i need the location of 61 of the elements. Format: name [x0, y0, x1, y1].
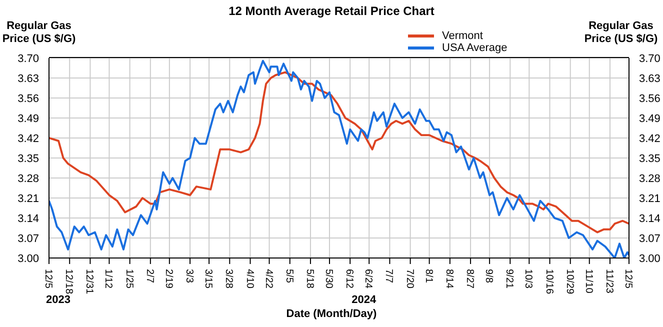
y-axis-title: Regular Gas Price (US $/G) — [1, 20, 77, 46]
legend-label: USA Average — [442, 42, 508, 54]
x-tick-label: 2/7 — [144, 269, 155, 284]
y2-tick-label: 3.14 — [639, 212, 660, 225]
x-tick-label: 3/3 — [184, 269, 195, 284]
x-tick-label: 6/24 — [362, 269, 374, 289]
y2-tick-label: 3.49 — [639, 112, 660, 125]
x-tick-label: 10/16 — [543, 269, 554, 294]
y-tick-label: 3.49 — [18, 112, 39, 125]
x-tick-label: 10/29 — [564, 269, 575, 294]
y2-tick-label: 3.35 — [639, 152, 660, 165]
text: 2024 — [352, 294, 376, 306]
y2-tick-label: 3.28 — [639, 172, 660, 185]
x-tick-label: 7/20 — [404, 269, 415, 289]
x-tick-label: 5/30 — [322, 269, 334, 289]
x-tick-label: 4/10 — [244, 269, 255, 289]
x-tick-label: 6/12 — [344, 269, 355, 289]
text: 2023 — [46, 294, 70, 306]
y2-tick-label: 3.63 — [639, 72, 660, 85]
y2-tick-label: 3.56 — [639, 92, 660, 105]
y2-tick-label: 3.21 — [639, 192, 660, 205]
x-tick-label: 8/27 — [464, 269, 476, 289]
y-tick-label: 3.56 — [18, 92, 39, 105]
chart-title: 12 Month Average Retail Price Chart — [228, 4, 436, 18]
y2-axis-title: Regular Gas Price (US $/G) — [583, 20, 659, 46]
y-tick-label: 3.28 — [18, 172, 39, 185]
y2-tick-label: 3.42 — [639, 132, 660, 145]
legend-label: Vermont — [442, 30, 483, 42]
x-tick-label: 9/8 — [483, 269, 494, 284]
y2-tick-label: 3.00 — [639, 252, 660, 265]
x-tick-label: 3/28 — [223, 269, 234, 289]
x-tick-label: 11/23 — [603, 269, 614, 294]
y-tick-label: 3.35 — [18, 152, 39, 165]
x-tick-label: 12/5 — [42, 269, 54, 289]
x-tick-label: 8/1 — [422, 269, 434, 284]
x-tick-label: 9/21 — [504, 269, 515, 289]
y2-tick-label: 3.07 — [639, 232, 660, 245]
y-tick-label: 3.63 — [18, 72, 39, 85]
x-tick-label: 1/25 — [123, 269, 134, 289]
y-tick-label: 3.42 — [18, 132, 39, 145]
x-tick-label: 3/15 — [202, 269, 214, 289]
y-tick-label: 3.21 — [18, 192, 39, 205]
x-tick-label: 10/3 — [522, 269, 534, 289]
x-tick-label: 11/10 — [582, 269, 594, 294]
y-tick-label: 3.70 — [18, 52, 39, 65]
y2-tick-label: 3.70 — [639, 52, 660, 65]
x-tick-label: 2/19 — [162, 269, 174, 289]
y-tick-label: 3.14 — [18, 212, 39, 225]
x-tick-label: 12/18 — [63, 269, 74, 294]
y-tick-label: 3.07 — [18, 232, 39, 245]
line-series — [49, 71, 629, 234]
x-tick-label: 4/22 — [262, 269, 274, 289]
x-tick-label: 5/5 — [283, 269, 294, 284]
x-tick-label: 5/18 — [304, 269, 315, 289]
x-tick-label: 1/12 — [102, 269, 114, 289]
x-tick-label: 7/7 — [383, 269, 394, 284]
x-tick-label: 12/5 — [622, 269, 634, 289]
y-tick-label: 3.00 — [18, 252, 39, 265]
x-tick-label: 8/14 — [443, 269, 454, 289]
x-tick-label: 12/31 — [84, 269, 95, 294]
x-axis-title: Date (Month/Day) — [285, 308, 378, 320]
